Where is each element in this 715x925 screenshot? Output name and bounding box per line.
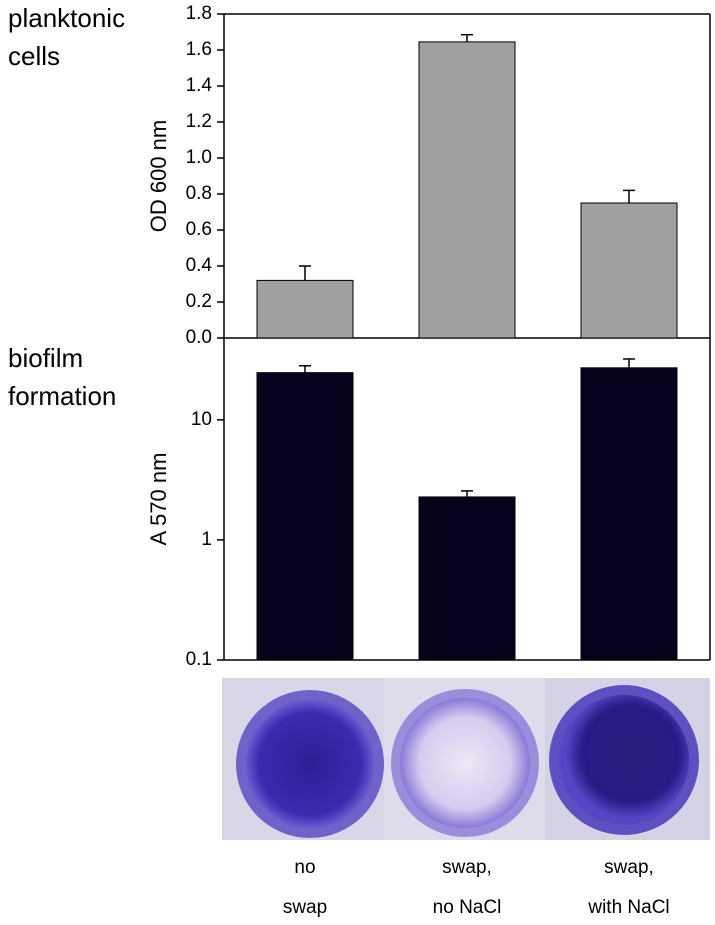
well <box>246 700 374 828</box>
y-tick-label: 1.2 <box>186 111 212 132</box>
y-axis-title: A 570 nm <box>146 453 171 546</box>
y-tick-label: 1.6 <box>186 39 212 60</box>
y-tick-label: 1.0 <box>186 147 212 168</box>
panel-label: planktonic <box>8 3 125 33</box>
panel-label: biofilm <box>8 343 83 373</box>
y-tick-label: 0.1 <box>186 649 212 670</box>
panel-label: cells <box>8 41 60 71</box>
y-tick-label: 1 <box>201 529 212 550</box>
well-photos <box>222 678 710 840</box>
x-tick-label: swap, <box>442 857 492 878</box>
y-axis-title: OD 600 nm <box>146 120 171 233</box>
x-tick-label: swap, <box>604 857 654 878</box>
well <box>400 698 530 828</box>
bar <box>256 372 354 661</box>
y-tick-label: 0.4 <box>186 255 213 276</box>
bar <box>580 202 678 339</box>
x-tick-label: no <box>294 857 315 878</box>
x-tick-label: with NaCl <box>587 897 669 918</box>
y-tick-label: 0.6 <box>186 219 212 240</box>
well <box>559 695 689 825</box>
panel-label: formation <box>8 381 116 411</box>
bar <box>418 496 516 661</box>
x-tick-label: no NaCl <box>433 897 502 918</box>
y-tick-label: 0.2 <box>186 291 212 312</box>
y-tick-label: 1.4 <box>186 75 213 96</box>
bar <box>580 367 678 661</box>
y-tick-label: 0.8 <box>186 183 212 204</box>
x-tick-label: swap <box>283 897 327 918</box>
y-tick-label: 10 <box>191 409 212 430</box>
y-tick-label: 0.0 <box>186 327 212 348</box>
y-tick-label: 1.8 <box>186 3 212 24</box>
bar <box>418 41 516 339</box>
bar <box>256 279 354 339</box>
